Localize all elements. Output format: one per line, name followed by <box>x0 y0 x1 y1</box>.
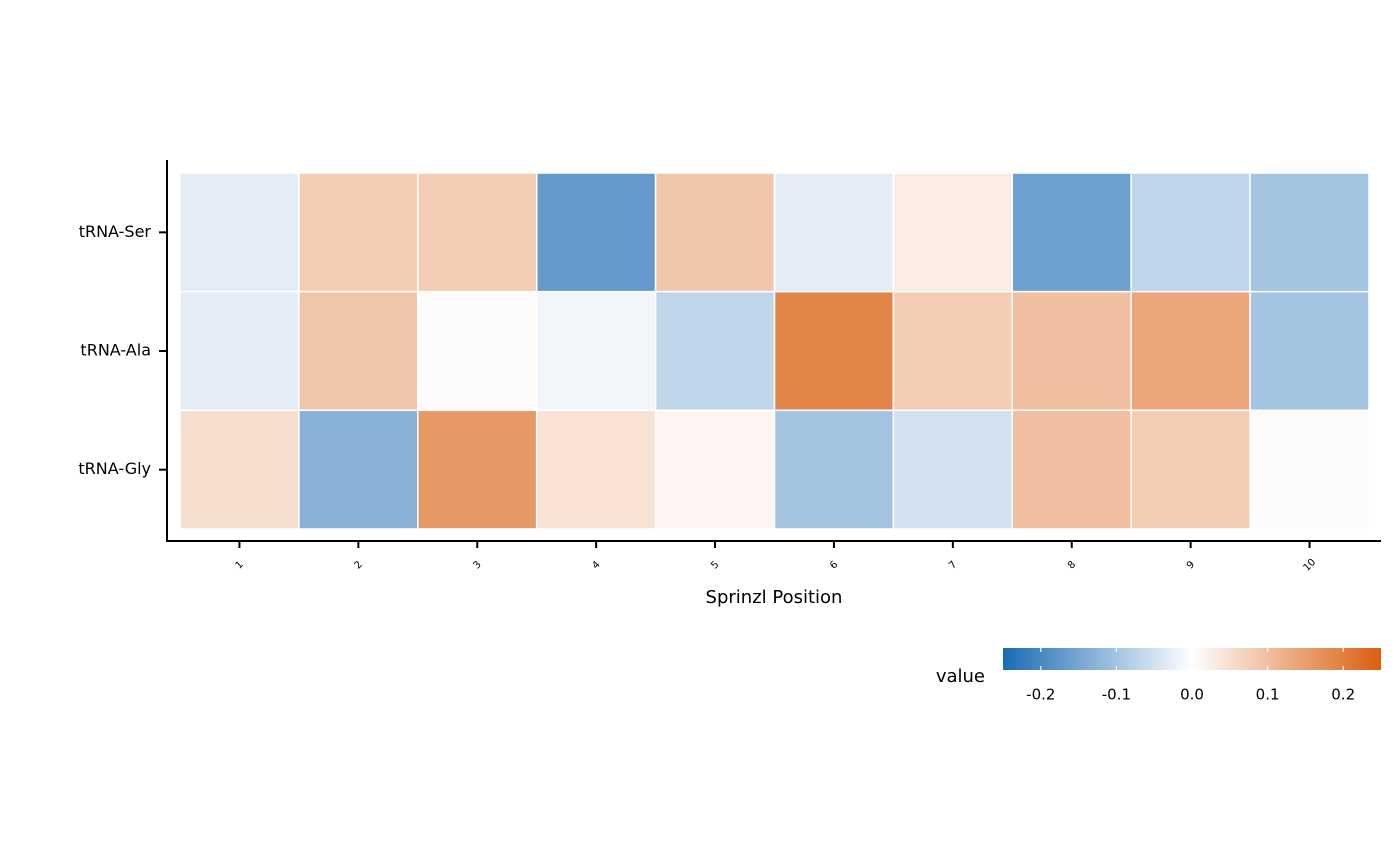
heatmap-cell <box>654 290 776 412</box>
heatmap-cell <box>298 172 419 293</box>
heatmap-cell <box>1249 172 1370 293</box>
heatmap-cell <box>654 172 776 293</box>
legend-title: value <box>936 666 985 687</box>
heatmap-cell <box>417 409 538 530</box>
y-tick-label: tRNA-Ala <box>80 341 151 360</box>
x-tick-label: 2 <box>353 559 365 571</box>
x-tick-label: 5 <box>709 559 721 571</box>
heatmap-cell <box>179 409 300 530</box>
x-tick-label: 1 <box>234 559 246 571</box>
colorbar-tick-label: 0.0 <box>1180 686 1204 704</box>
heatmap-cell <box>1130 290 1251 412</box>
colorbar-tick-label: -0.1 <box>1102 686 1131 704</box>
heatmap-cell <box>535 409 657 530</box>
colorbar <box>1003 648 1381 670</box>
heatmap-cell <box>773 409 895 530</box>
heatmap-cell <box>535 290 657 412</box>
x-tick-label: 7 <box>947 559 959 571</box>
heatmap-cell <box>535 172 657 293</box>
x-tick-label: 4 <box>590 559 602 571</box>
colorbar-tick-label: 0.2 <box>1331 686 1355 704</box>
x-tick-label: 3 <box>471 559 483 571</box>
heatmap-cell <box>298 409 419 530</box>
heatmap-cell <box>179 290 300 412</box>
heatmap-cell <box>773 172 895 293</box>
heatmap-cell <box>1249 290 1370 412</box>
heatmap-cell <box>298 290 419 412</box>
x-tick-label: 9 <box>1185 559 1197 571</box>
heatmap-cell <box>179 172 300 293</box>
colorbar-tick-label: -0.2 <box>1026 686 1055 704</box>
heatmap-cell <box>773 290 895 412</box>
heatmap-cell <box>1011 290 1132 412</box>
x-tick-label: 8 <box>1066 559 1078 571</box>
colorbar-tick-label: 0.1 <box>1256 686 1280 704</box>
y-tick-label: tRNA-Ser <box>79 222 152 241</box>
heatmap-cell <box>654 409 776 530</box>
heatmap-cell <box>892 409 1014 530</box>
heatmap-cell <box>1249 409 1370 530</box>
x-axis-title: Sprinzl Position <box>706 587 843 608</box>
heatmap-cell <box>1011 172 1132 293</box>
heatmap-cell <box>1011 409 1132 530</box>
heatmap-cell <box>892 290 1014 412</box>
heatmap-cell <box>1130 409 1251 530</box>
heatmap-cell <box>417 172 538 293</box>
y-tick-label: tRNA-Gly <box>78 459 151 478</box>
x-tick-label: 6 <box>828 559 840 571</box>
heatmap-cell <box>1130 172 1251 293</box>
heatmap-cell <box>417 290 538 412</box>
heatmap-cell <box>892 172 1014 293</box>
x-tick-label: 10 <box>1302 557 1319 574</box>
